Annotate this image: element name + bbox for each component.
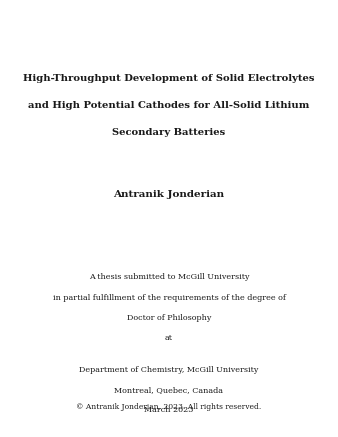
Text: Antranik Jonderian: Antranik Jonderian <box>114 190 224 199</box>
Text: at: at <box>165 334 173 342</box>
Text: High-Throughput Development of Solid Electrolytes: High-Throughput Development of Solid Ele… <box>23 74 315 83</box>
Text: Secondary Batteries: Secondary Batteries <box>112 128 226 137</box>
Text: Doctor of Philosophy: Doctor of Philosophy <box>127 314 211 322</box>
Text: in partial fulfillment of the requirements of the degree of: in partial fulfillment of the requiremen… <box>53 294 285 302</box>
Text: and High Potential Cathodes for All-Solid Lithium: and High Potential Cathodes for All-Soli… <box>28 101 310 110</box>
Text: Department of Chemistry, McGill University: Department of Chemistry, McGill Universi… <box>79 366 259 374</box>
Text: Montreal, Quebec, Canada: Montreal, Quebec, Canada <box>115 386 223 394</box>
Text: A thesis submitted to McGill University: A thesis submitted to McGill University <box>89 274 249 281</box>
Text: © Antranik Jonderian, 2023. All rights reserved.: © Antranik Jonderian, 2023. All rights r… <box>76 403 262 411</box>
Text: March 2023: March 2023 <box>144 406 194 414</box>
